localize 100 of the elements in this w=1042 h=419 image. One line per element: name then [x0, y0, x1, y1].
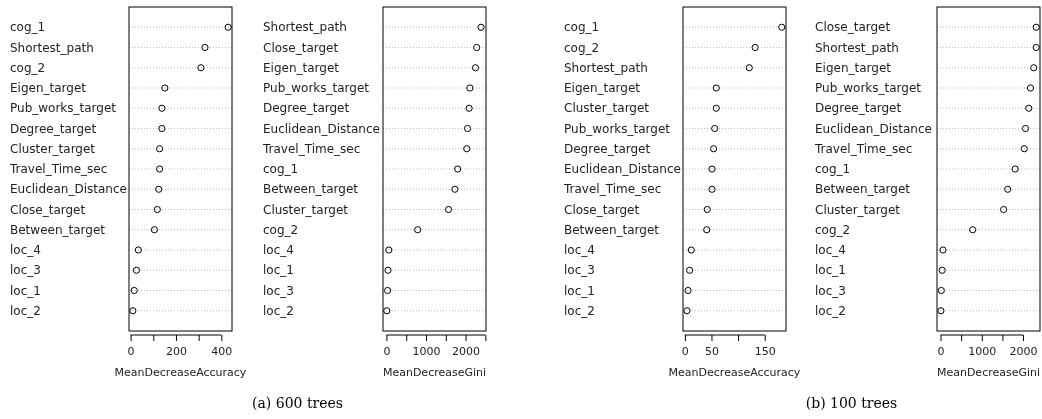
point	[683, 307, 691, 315]
x-axis-title: MeanDecreaseAccuracy	[114, 366, 247, 379]
point	[751, 43, 759, 52]
y-tick-label: Degree_target	[263, 101, 350, 116]
y-tick-label: Degree_target	[564, 141, 651, 156]
point	[708, 165, 716, 173]
y-tick-label: cog_1	[10, 20, 46, 35]
point	[1004, 185, 1012, 193]
y-tick-label: Between_target	[263, 182, 359, 197]
y-tick-label: Cluster_target	[263, 202, 349, 217]
point	[150, 226, 158, 234]
y-tick-label: Euclidean_Distance	[10, 182, 127, 197]
point	[384, 266, 392, 274]
point	[686, 266, 694, 274]
y-tick-label: loc_2	[10, 303, 41, 318]
point	[703, 205, 711, 214]
point	[703, 226, 711, 234]
point	[1025, 104, 1033, 112]
point	[1032, 23, 1040, 31]
y-tick-label: loc_1	[815, 263, 846, 278]
x-tick-label: 0	[383, 345, 391, 358]
y-tick-label: loc_2	[263, 303, 294, 318]
point	[712, 84, 720, 92]
y-tick-label: loc_2	[815, 303, 846, 318]
point	[969, 226, 977, 234]
x-axis-title: MeanDecreaseGini	[936, 366, 1041, 379]
point	[937, 307, 945, 315]
y-tick-label: Shortest_path	[564, 60, 648, 75]
point	[1000, 205, 1008, 214]
point	[158, 104, 166, 112]
point	[161, 84, 169, 92]
point	[201, 43, 209, 52]
point	[473, 43, 481, 52]
point	[710, 145, 718, 153]
x-tick-label: 1000	[968, 345, 997, 358]
point	[383, 307, 391, 315]
x-tick-label: 50	[704, 345, 719, 358]
y-tick-label: Cluster_target	[564, 101, 650, 116]
x-tick-label: 400	[211, 345, 233, 358]
y-tick-label: Pub_works_target	[263, 81, 370, 96]
y-tick-label: Travel_Time_sec	[563, 182, 662, 197]
point	[712, 104, 720, 112]
y-tick-label: Euclidean_Distance	[263, 121, 380, 136]
y-tick-label: Between_target	[10, 222, 106, 237]
point	[1032, 43, 1040, 52]
y-tick-label: loc_3	[815, 283, 846, 298]
point	[130, 286, 138, 295]
y-tick-label: cog_1	[815, 162, 851, 177]
point	[156, 145, 164, 153]
point	[384, 286, 392, 295]
y-tick-label: Cluster_target	[815, 202, 901, 217]
y-tick-label: Cluster_target	[10, 141, 96, 156]
point	[153, 205, 161, 214]
y-tick-label: loc_2	[564, 303, 595, 318]
y-tick-label: Travel_Time_sec	[9, 162, 108, 177]
x-tick-label: 0	[127, 345, 135, 358]
y-tick-label: Shortest_path	[815, 40, 899, 55]
y-tick-label: loc_3	[10, 263, 41, 278]
point	[224, 23, 232, 31]
y-tick-label: cog_2	[10, 60, 46, 75]
y-tick-label: Close_target	[10, 202, 86, 217]
y-tick-label: Close_target	[564, 202, 640, 217]
point	[197, 64, 205, 72]
y-tick-label: cog_2	[263, 222, 299, 237]
y-tick-label: loc_1	[263, 263, 294, 278]
y-tick-label: loc_4	[564, 243, 595, 258]
y-tick-label: Between_target	[815, 182, 911, 197]
y-tick-label: Degree_target	[10, 121, 97, 136]
point	[155, 185, 163, 193]
point	[454, 165, 462, 173]
x-tick-label: 2000	[452, 345, 481, 358]
y-tick-label: cog_2	[564, 40, 600, 55]
y-tick-label: Travel_Time_sec	[814, 141, 913, 156]
point	[451, 185, 459, 193]
y-tick-label: Eigen_target	[564, 81, 641, 96]
point	[132, 266, 141, 274]
point	[1030, 64, 1038, 72]
y-tick-label: cog_1	[263, 162, 299, 177]
point	[471, 64, 480, 72]
x-tick-label: 0	[937, 345, 945, 358]
y-tick-label: loc_1	[564, 283, 595, 298]
y-tick-label: Shortest_path	[10, 40, 94, 55]
text: (b) 100 trees	[805, 395, 898, 411]
y-tick-label: cog_2	[815, 222, 851, 237]
point	[1020, 145, 1028, 153]
x-tick-label: 1000	[412, 345, 441, 358]
x-tick-label: 2000	[1009, 345, 1038, 358]
y-tick-label: Euclidean_Distance	[815, 121, 932, 136]
point	[708, 185, 716, 193]
x-axis-title: MeanDecreaseGini	[382, 366, 487, 379]
text: (a) 600 trees	[252, 395, 343, 411]
y-tick-label: Pub_works_target	[10, 101, 117, 116]
point	[1026, 84, 1035, 92]
point	[1021, 124, 1030, 133]
point	[465, 104, 473, 112]
point	[129, 307, 137, 315]
point	[134, 246, 142, 254]
y-tick-label: cog_1	[564, 20, 600, 35]
y-tick-label: Between_target	[564, 222, 660, 237]
point	[463, 145, 471, 153]
